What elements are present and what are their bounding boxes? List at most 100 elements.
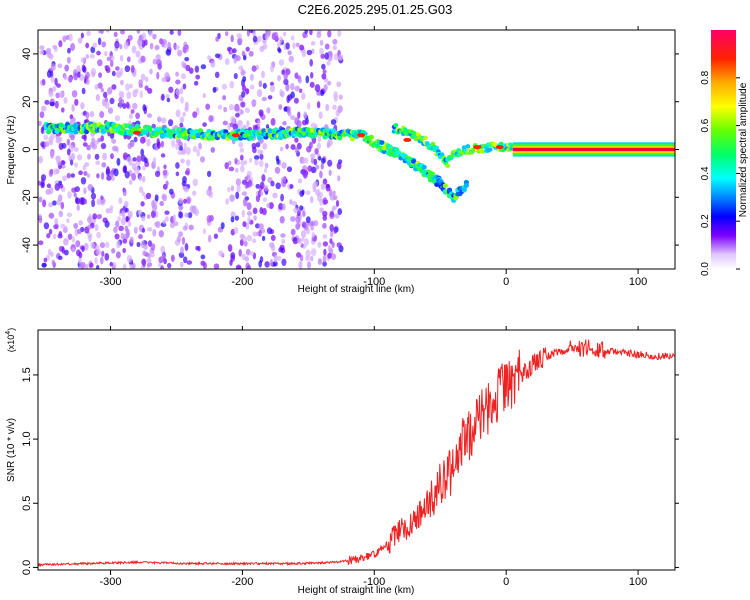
spectrogram-noise-cell <box>133 227 138 234</box>
spectrogram-noise-cell <box>272 192 278 199</box>
spectrogram-noise-cell <box>310 153 316 159</box>
spectrogram-noise-cell <box>250 251 254 256</box>
spectrogram-noise-cell <box>111 84 117 90</box>
spectrogram-noise-cell <box>251 99 257 108</box>
spectrogram-ridge-cell <box>424 141 430 146</box>
spectrogram-ridge-cell <box>267 128 273 134</box>
spectrogram-noise-cell <box>160 245 166 254</box>
spectrogram-noise-cell <box>280 193 284 202</box>
spectrogram-noise-cell <box>281 258 287 267</box>
spectrogram-noise-cell <box>279 36 283 44</box>
spectrogram-noise-cell <box>251 65 257 72</box>
spectrogram-y-label: Frequency (Hz) <box>6 116 17 185</box>
spectrogram-noise-cell <box>83 242 89 251</box>
spectrogram-noise-cell <box>149 68 153 75</box>
spectrogram-noise-cell <box>96 198 101 206</box>
spectrogram-noise-cell <box>304 30 308 35</box>
spectrogram-noise-cell <box>258 260 263 268</box>
spectrogram-noise-cell <box>238 65 244 71</box>
snr-frame <box>37 329 676 571</box>
spectrogram-noise-cell <box>332 190 336 196</box>
spectrogram-noise-cell <box>144 85 149 91</box>
spectrogram-noise-cell <box>56 83 61 88</box>
spectrogram-noise-cell <box>140 73 146 81</box>
spectrogram-noise-cell <box>91 143 98 150</box>
spectrogram-noise-cell <box>262 38 267 45</box>
spectrogram-noise-cell <box>175 71 180 77</box>
spectrogram-noise-cell <box>90 192 97 200</box>
spectrogram-noise-cell <box>48 202 54 208</box>
spectrogram-noise-cell <box>94 84 99 90</box>
spectrogram-noise-cell <box>109 97 115 105</box>
spectrogram-noise-cell <box>87 216 92 224</box>
spectrogram-noise-cell <box>246 234 252 242</box>
spectrogram-ridge-cell <box>143 130 149 136</box>
spectrogram-noise-cell <box>332 45 338 51</box>
spectrogram-noise-cell <box>266 107 271 114</box>
spectrogram-noise-cell <box>99 256 104 265</box>
spectrogram-noise-cell <box>306 102 311 110</box>
spectrogram-noise-cell <box>148 30 153 37</box>
spectrogram-noise-cell <box>310 248 317 256</box>
spectrogram-noise-cell <box>109 261 113 267</box>
spectrogram-noise-cell <box>48 135 54 144</box>
spectrogram-noise-cell <box>314 148 319 155</box>
spectrogram-noise-cell <box>105 241 110 249</box>
spectrogram-noise-cell <box>180 60 186 68</box>
spectrogram-noise-cell <box>77 228 82 235</box>
spectrogram-noise-cell <box>116 240 121 249</box>
spectrogram-noise-cell <box>306 261 312 269</box>
spectrogram-ridge-cell <box>379 140 385 146</box>
spectrogram-noise-cell <box>225 31 229 37</box>
spectrogram-noise-cell <box>236 184 241 193</box>
spectrogram-noise-cell <box>297 208 302 216</box>
spectrogram-ridge-cell <box>349 136 355 142</box>
spectrogram-noise-cell <box>78 257 82 265</box>
spectrogram-noise-cell <box>279 216 285 224</box>
spectrogram-noise-cell <box>43 141 50 148</box>
spectrogram-noise-cell <box>169 221 175 229</box>
spectrogram-noise-cell <box>321 73 327 80</box>
spectrogram-noise-cell <box>286 166 293 173</box>
spectrogram-ridge-cell <box>83 129 90 135</box>
spectrogram-noise-cell <box>113 31 118 38</box>
spectrogram-ridge-cell <box>183 135 189 141</box>
spectrogram-noise-cell <box>106 56 112 62</box>
spectrogram-noise-cell <box>301 236 305 242</box>
spectrogram-noise-cell <box>137 39 143 47</box>
svg-text:(x104): (x104) <box>5 328 16 352</box>
spectrogram-noise-cell <box>129 236 134 244</box>
spectrogram-noise-cell <box>252 124 258 131</box>
spectrogram-noise-cell <box>138 79 143 86</box>
colorbar-tick-label: 0.4 <box>700 166 711 180</box>
spectrogram-noise-cell <box>125 216 129 223</box>
spectrogram-noise-cell <box>336 162 342 170</box>
spectrogram-noise-cell <box>152 229 157 237</box>
spectrogram-noise-cell <box>50 151 54 159</box>
spectrogram-noise-cell <box>264 185 268 192</box>
spectrogram-noise-cell <box>180 73 187 80</box>
spectrogram-ridge-cell <box>439 152 445 157</box>
spectrogram-noise-cell <box>330 230 334 238</box>
spectrogram-noise-cell <box>123 41 129 50</box>
spectrogram-noise-cell <box>39 111 45 119</box>
x-tick-label: -100 <box>363 276 385 288</box>
spectrogram-noise-cell <box>280 233 286 238</box>
spectrogram-noise-cell <box>281 162 287 169</box>
spectrogram-noise-cell <box>213 233 219 239</box>
spectrogram-noise-cell <box>85 78 90 86</box>
spectrogram-noise-cell <box>319 39 324 46</box>
spectrogram-noise-cell <box>71 247 76 253</box>
spectrogram-noise-cell <box>200 64 207 70</box>
spectrogram-noise-cell <box>52 44 58 50</box>
spectrogram-noise-cell <box>234 215 240 221</box>
spectrogram-noise-cell <box>299 88 303 93</box>
spectrogram-noise-cell <box>155 221 161 229</box>
spectrogram-noise-cell <box>294 137 299 143</box>
spectrogram-noise-cell <box>88 234 92 242</box>
spectrogram-noise-cell <box>60 107 65 113</box>
colorbar-tick-label: 0.2 <box>700 214 711 228</box>
spectrogram-noise-cell <box>40 181 45 189</box>
spectrogram-noise-cell <box>163 258 167 265</box>
